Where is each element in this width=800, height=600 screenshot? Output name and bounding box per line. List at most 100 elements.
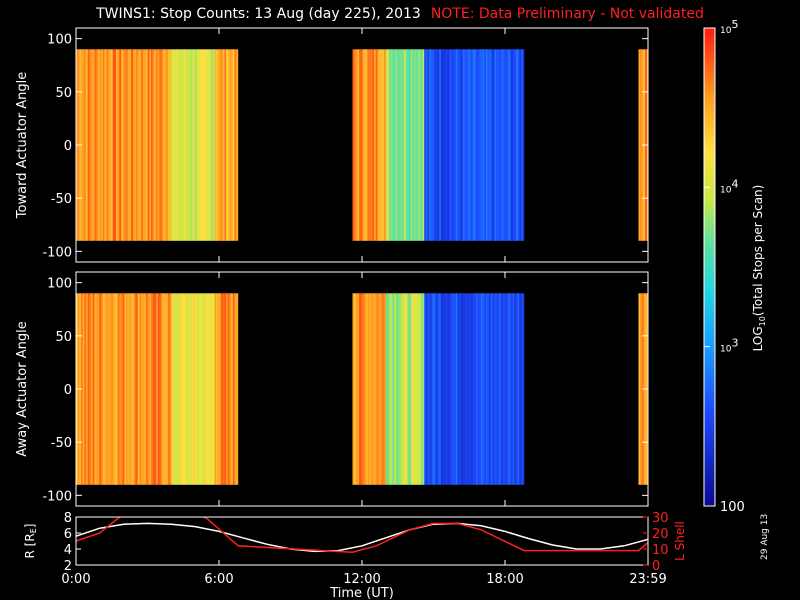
heatmap-column bbox=[89, 293, 92, 485]
ephemeris-lines bbox=[76, 517, 648, 553]
heatmap-column bbox=[384, 293, 387, 485]
heatmap-column bbox=[86, 49, 88, 241]
heatmap-column bbox=[437, 49, 440, 241]
heatmap-column bbox=[214, 49, 217, 241]
heatmap-column bbox=[199, 49, 202, 241]
heatmap-column bbox=[157, 293, 160, 485]
heatmap-column bbox=[82, 49, 85, 241]
y-tick-label: -50 bbox=[51, 436, 72, 451]
heatmap-column bbox=[372, 293, 375, 485]
heatmap-column bbox=[374, 293, 377, 485]
heatmap-column bbox=[415, 49, 418, 241]
toward-heatmap-cells bbox=[76, 49, 648, 241]
heatmap-column bbox=[640, 49, 643, 241]
heatmap-column bbox=[409, 293, 412, 485]
heatmap-column bbox=[134, 49, 137, 241]
heatmap-column bbox=[181, 293, 184, 485]
heatmap-column bbox=[397, 49, 400, 241]
heatmap-column bbox=[197, 293, 200, 485]
heatmap-column bbox=[465, 49, 468, 241]
heatmap-column bbox=[360, 293, 363, 485]
heatmap-column bbox=[457, 293, 460, 485]
heatmap-column bbox=[151, 293, 154, 485]
heatmap-column bbox=[489, 49, 492, 241]
heatmap-column bbox=[484, 293, 487, 485]
y-tick-label: -50 bbox=[51, 192, 72, 207]
heatmap-column bbox=[231, 49, 234, 241]
heatmap-column bbox=[497, 49, 500, 241]
heatmap-column bbox=[377, 49, 380, 241]
heatmap-column bbox=[474, 293, 477, 485]
heatmap-column bbox=[204, 49, 207, 241]
away-y-axis-label: Away Actuator Angle bbox=[15, 321, 30, 456]
colorbar-label-sub: 10 bbox=[758, 316, 767, 326]
time-tick-label: 23:59 bbox=[629, 572, 666, 587]
time-axis-label: Time (UT) bbox=[329, 586, 394, 600]
heatmap-column bbox=[429, 49, 432, 241]
heatmap-column bbox=[444, 49, 447, 241]
heatmap-column bbox=[206, 293, 209, 485]
heatmap-column bbox=[117, 293, 120, 485]
chart-title: TWINS1: Stop Counts: 13 Aug (day 225), 2… bbox=[0, 6, 800, 22]
heatmap-column bbox=[444, 293, 447, 485]
heatmap-column bbox=[141, 49, 144, 241]
heatmap-column bbox=[519, 49, 522, 241]
heatmap-column bbox=[132, 293, 135, 485]
heatmap-column bbox=[207, 49, 210, 241]
heatmap-column bbox=[355, 293, 358, 485]
heatmap-column bbox=[166, 49, 169, 241]
heatmap-column bbox=[216, 49, 219, 241]
heatmap-column bbox=[379, 293, 382, 485]
colorbar-tick-exp: 4 bbox=[731, 177, 738, 190]
colorbar-label: LOG10(Total Stops per Scan) bbox=[751, 185, 767, 352]
heatmap-column bbox=[151, 49, 154, 241]
heatmap-column bbox=[156, 293, 159, 485]
heatmap-column bbox=[419, 293, 422, 485]
heatmap-column bbox=[362, 49, 365, 241]
heatmap-column bbox=[400, 49, 403, 241]
heatmap-column bbox=[457, 49, 460, 241]
heatmap-column bbox=[92, 49, 95, 241]
heatmap-column bbox=[462, 293, 465, 485]
heatmap-column bbox=[102, 49, 105, 241]
heatmap-column bbox=[94, 293, 97, 485]
away-y-ticks: 100 50 0 -50 -100 bbox=[42, 277, 648, 504]
heatmap-column bbox=[480, 49, 483, 241]
toward-y-axis-label: Toward Actuator Angle bbox=[15, 72, 30, 219]
heatmap-column bbox=[131, 49, 134, 241]
heatmap-column bbox=[166, 293, 169, 485]
heatmap-column bbox=[469, 49, 472, 241]
heatmap-column bbox=[390, 49, 393, 241]
heatmap-column bbox=[152, 49, 155, 241]
heatmap-column bbox=[129, 293, 132, 485]
colorbar-label-rest: (Total Stops per Scan) bbox=[751, 185, 765, 316]
heatmap-column bbox=[400, 293, 403, 485]
heatmap-column bbox=[99, 293, 102, 485]
heatmap-column bbox=[99, 49, 102, 241]
heatmap-column bbox=[432, 49, 435, 241]
heatmap-column bbox=[162, 49, 165, 241]
heatmap-column bbox=[459, 293, 462, 485]
heatmap-column bbox=[146, 49, 149, 241]
heatmap-column bbox=[454, 293, 457, 485]
lshell-tick-label: 0 bbox=[652, 559, 660, 574]
heatmap-column bbox=[455, 293, 458, 485]
time-x-ticks: 0:00 6:00 12:00 18:00 23:59 bbox=[61, 560, 667, 587]
heatmap-column bbox=[467, 293, 470, 485]
y-tick-label: 100 bbox=[47, 277, 72, 292]
heatmap-column bbox=[464, 293, 467, 485]
heatmap-column bbox=[117, 49, 120, 241]
toward-y-ticks: 100 50 0 -50 -100 bbox=[42, 33, 648, 260]
lshell-axis-label: L Shell bbox=[673, 521, 687, 561]
heatmap-column bbox=[127, 49, 130, 241]
heatmap-column bbox=[137, 293, 140, 485]
heatmap-column bbox=[414, 49, 417, 241]
heatmap-column bbox=[111, 293, 113, 485]
heatmap-column bbox=[209, 49, 212, 241]
heatmap-column bbox=[124, 293, 127, 485]
heatmap-column bbox=[407, 49, 410, 241]
heatmap-column bbox=[189, 49, 192, 241]
heatmap-column bbox=[359, 293, 362, 485]
heatmap-column bbox=[176, 49, 179, 241]
